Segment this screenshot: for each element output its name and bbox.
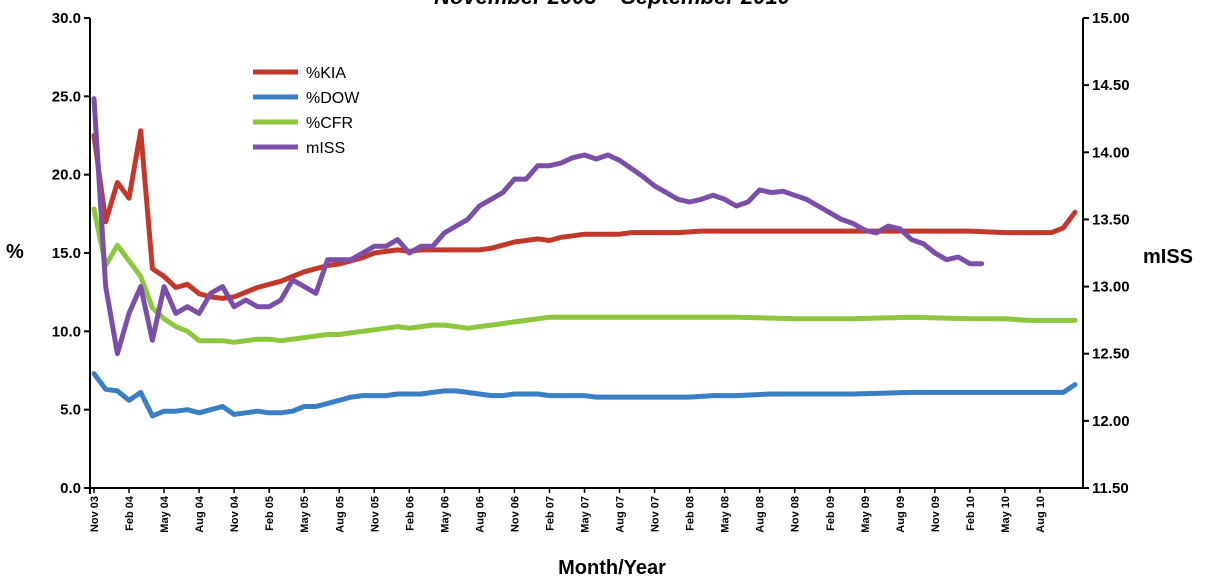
- x-tick-label: May 09: [860, 496, 872, 533]
- x-tick-label: Nov 07: [650, 496, 662, 532]
- right-tick-label: 14.50: [1092, 77, 1130, 94]
- y-axis-title-right: mISS: [1143, 246, 1193, 268]
- x-tick-label: Nov 03: [89, 496, 101, 532]
- left-tick-label: 15.0: [52, 245, 81, 262]
- x-tick-label: Nov 06: [509, 496, 521, 532]
- right-tick-label: 12.50: [1092, 346, 1130, 363]
- chart-title: November 2003 – September 2010: [434, 0, 791, 9]
- series-group: [91, 96, 1078, 419]
- legend-label-miss: mISS: [306, 140, 345, 157]
- x-tick-label: Aug 08: [755, 496, 767, 533]
- x-tick-label: Feb 05: [264, 496, 276, 531]
- series-line-kia: [91, 128, 1078, 301]
- right-y-axis: 11.50 12.00 12.50 13.00 13.50 14.00 14.50 15.00: [1082, 10, 1130, 497]
- x-tick-label: Feb 09: [825, 496, 837, 531]
- series-line-dow: [91, 371, 1078, 419]
- x-tick-label: May 08: [720, 496, 732, 533]
- x-tick-label: Nov 08: [790, 496, 802, 532]
- left-tick-label: 10.0: [52, 323, 81, 340]
- x-tick-label: Feb 04: [124, 495, 136, 531]
- left-tick-label: 5.0: [60, 402, 81, 419]
- x-tick-label: May 04: [159, 495, 171, 533]
- x-tick-label: Feb 07: [544, 496, 556, 531]
- x-tick-label: Aug 04: [194, 495, 206, 533]
- x-tick-label: Nov 05: [369, 496, 381, 532]
- x-tick-label: Aug 09: [895, 496, 907, 533]
- legend-label-kia: %KIA: [306, 65, 346, 82]
- x-tick-label: Feb 06: [404, 496, 416, 531]
- y-axis-title-left: %: [6, 241, 24, 263]
- right-tick-label: 11.50: [1092, 480, 1129, 497]
- x-tick-label: Feb 10: [965, 496, 977, 531]
- legend: %KIA %DOW %CFR mISS: [253, 65, 360, 157]
- x-axis-title: Month/Year: [558, 557, 666, 578]
- legend-label-cfr: %CFR: [306, 115, 353, 132]
- left-tick-label: 25.0: [52, 88, 81, 105]
- x-tick-label: May 06: [439, 496, 451, 533]
- x-tick-label: Nov 09: [930, 496, 942, 532]
- series-line-cfr: [91, 206, 1078, 345]
- series-line-miss: [91, 96, 985, 357]
- legend-label-dow: %DOW: [306, 90, 360, 107]
- left-tick-label: 30.0: [52, 10, 81, 27]
- x-tick-label: Feb 08: [685, 496, 697, 531]
- left-y-axis: 0.0 5.0 10.0 15.0 20.0 25.0 30.0: [52, 10, 91, 497]
- x-axis: Nov 03 Feb 04 May 04 Aug 04 Nov 04 Feb 05 May …: [89, 487, 1083, 533]
- right-tick-label: 15.00: [1092, 10, 1130, 27]
- right-tick-label: 13.00: [1092, 279, 1130, 296]
- left-tick-label: 20.0: [52, 167, 81, 184]
- right-tick-label: 12.00: [1092, 413, 1130, 430]
- right-tick-label: 14.00: [1092, 144, 1130, 161]
- x-tick-label: Aug 05: [334, 496, 346, 533]
- x-tick-label: May 10: [1000, 496, 1012, 533]
- x-tick-label: May 07: [580, 496, 592, 533]
- x-tick-label: Aug 06: [474, 496, 486, 533]
- left-tick-label: 0.0: [60, 480, 81, 497]
- right-tick-label: 13.50: [1092, 211, 1130, 228]
- x-tick-label: Aug 07: [615, 496, 627, 533]
- x-tick-label: May 05: [299, 496, 311, 533]
- x-tick-label: Nov 04: [229, 495, 241, 532]
- x-tick-label: Aug 10: [1035, 496, 1047, 533]
